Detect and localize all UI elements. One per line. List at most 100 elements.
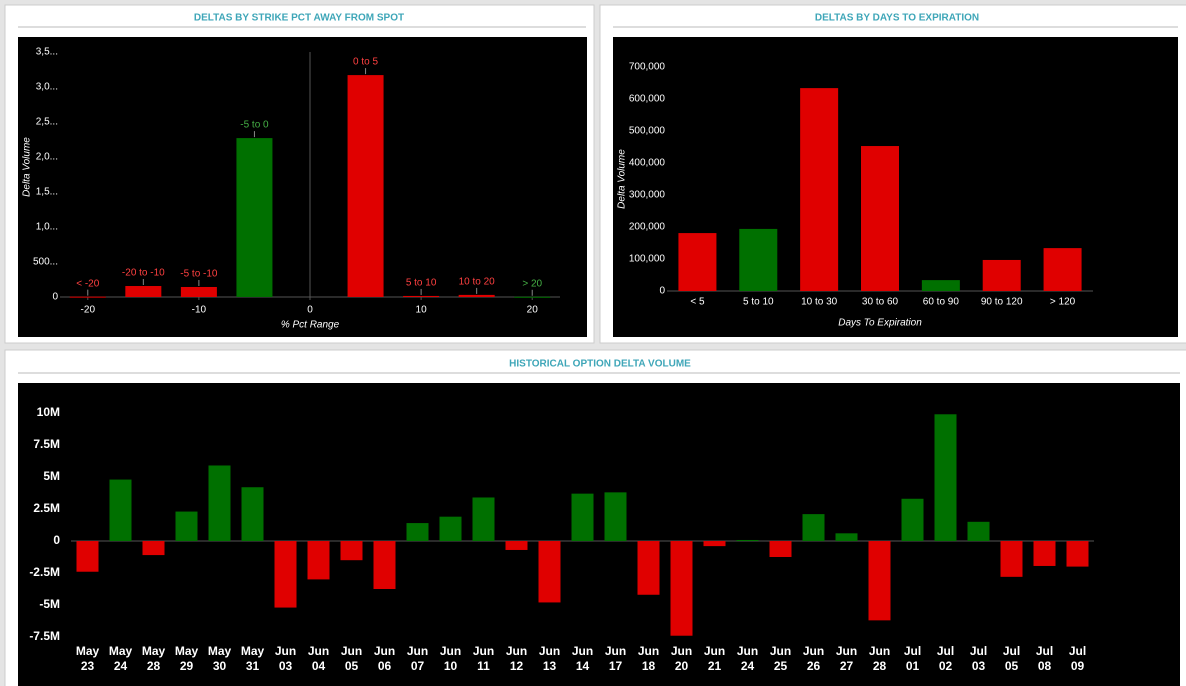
x-tick-label-line: May [241,644,265,658]
x-tick-label: Jul 03 [970,644,987,673]
y-tick-label: 5M [43,469,60,483]
x-tick-label: Jun 11 [473,644,494,673]
x-tick-label-line: Jun [275,644,296,658]
x-tick-label-line: May [76,644,100,658]
x-tick-label-line: 04 [312,659,326,673]
plot-bg [18,37,587,337]
x-tick-label: 10 [416,305,428,316]
x-axis-title: % Pct Range [281,320,340,331]
y-tick-label: -5M [39,597,60,611]
bar [868,541,891,621]
bar-label: 5 to 10 [406,278,437,289]
x-tick-label: Jun 18 [638,644,659,673]
x-tick-label-line: May [208,644,232,658]
x-tick-label-line: Jun [836,644,857,658]
bar [373,541,396,589]
bar [678,233,717,291]
y-tick-label: 200,000 [629,222,666,233]
y-tick-label: 7.5M [33,437,60,451]
x-tick-label: < 5 [690,297,705,308]
x-tick-label: 30 to 60 [862,297,899,308]
bar [1066,541,1089,567]
x-tick-label-line: Jun [737,644,758,658]
bar [208,465,231,541]
bar [637,541,660,595]
y-tick-label: 500,000 [629,126,666,137]
bar [736,539,759,541]
x-tick-label-line: 29 [180,659,194,673]
x-tick-label-line: Jun [803,644,824,658]
x-tick-label-line: Jun [440,644,461,658]
x-tick-label-line: 07 [411,659,425,673]
x-tick-label-line: 18 [642,659,656,673]
bar [236,138,273,297]
bar-label: > 20 [522,278,542,289]
x-tick-label: Jun 03 [275,644,296,673]
x-tick-label: May 30 [208,644,232,673]
x-tick-label-line: 01 [906,659,920,673]
x-tick-label-line: 27 [840,659,854,673]
y-tick-label: 0 [659,286,665,297]
bar [340,541,363,561]
x-tick-label-line: Jun [671,644,692,658]
y-tick-label: 0 [52,292,58,303]
x-tick-label-line: Jun [704,644,725,658]
bar [274,541,297,608]
x-tick-label-line: 28 [873,659,887,673]
x-tick-label-line: 31 [246,659,260,673]
x-tick-label-line: May [142,644,166,658]
chart-title: HISTORICAL OPTION DELTA VOLUME [509,359,691,370]
x-tick-label: May 31 [241,644,265,673]
bar [241,487,264,541]
bar [1043,248,1082,291]
x-tick-label-line: May [109,644,133,658]
y-tick-label: 1,5... [36,187,58,198]
bar [538,541,561,603]
bar [142,541,165,556]
x-tick-label-line: Jul [1069,644,1086,658]
bar [982,259,1021,291]
x-tick-label-line: Jun [572,644,593,658]
x-tick-label-line: 02 [939,659,953,673]
bar [861,146,899,291]
x-tick-label-line: Jun [869,644,890,658]
x-tick-label-line: Jul [1036,644,1053,658]
bar-label: 10 to 20 [459,277,496,288]
x-tick-label: Jul 09 [1069,644,1086,673]
x-tick-label-line: 26 [807,659,821,673]
x-tick-label-line: Jun [341,644,362,658]
x-tick-label: Jun 13 [539,644,560,673]
x-tick-label: May 23 [76,644,100,673]
x-tick-label-line: 03 [279,659,293,673]
y-axis-title: Delta Volume [617,149,628,209]
bar-label: -20 to -10 [122,268,165,279]
x-tick-label: 20 [527,305,539,316]
bar [69,296,106,298]
x-tick-label-line: 28 [147,659,161,673]
x-tick-label-line: Jun [605,644,626,658]
x-tick-label: 10 to 30 [801,297,838,308]
x-tick-label: Jun 25 [770,644,791,673]
x-tick-label-line: 24 [114,659,128,673]
bar [769,541,792,557]
bar [670,541,693,636]
bar [739,228,778,291]
x-tick-label: Jun 05 [341,644,362,673]
y-tick-label: 600,000 [629,94,666,105]
y-tick-label: 3,0... [36,82,58,93]
x-tick-label-line: Jul [904,644,921,658]
x-tick-label: Jun 20 [671,644,692,673]
x-tick-label-line: Jun [539,644,560,658]
bar [439,516,462,541]
x-tick-label: Jun 14 [572,644,593,673]
y-tick-label: 300,000 [629,190,666,201]
chart-title: DELTAS BY STRIKE PCT AWAY FROM SPOT [194,13,404,24]
y-tick-label: 700,000 [629,62,666,73]
bar [76,541,99,572]
x-tick-label-line: Jul [937,644,954,658]
x-tick-label-line: 20 [675,659,689,673]
x-tick-label-line: 17 [609,659,623,673]
bar [180,286,217,297]
y-tick-label: 500... [33,257,58,268]
